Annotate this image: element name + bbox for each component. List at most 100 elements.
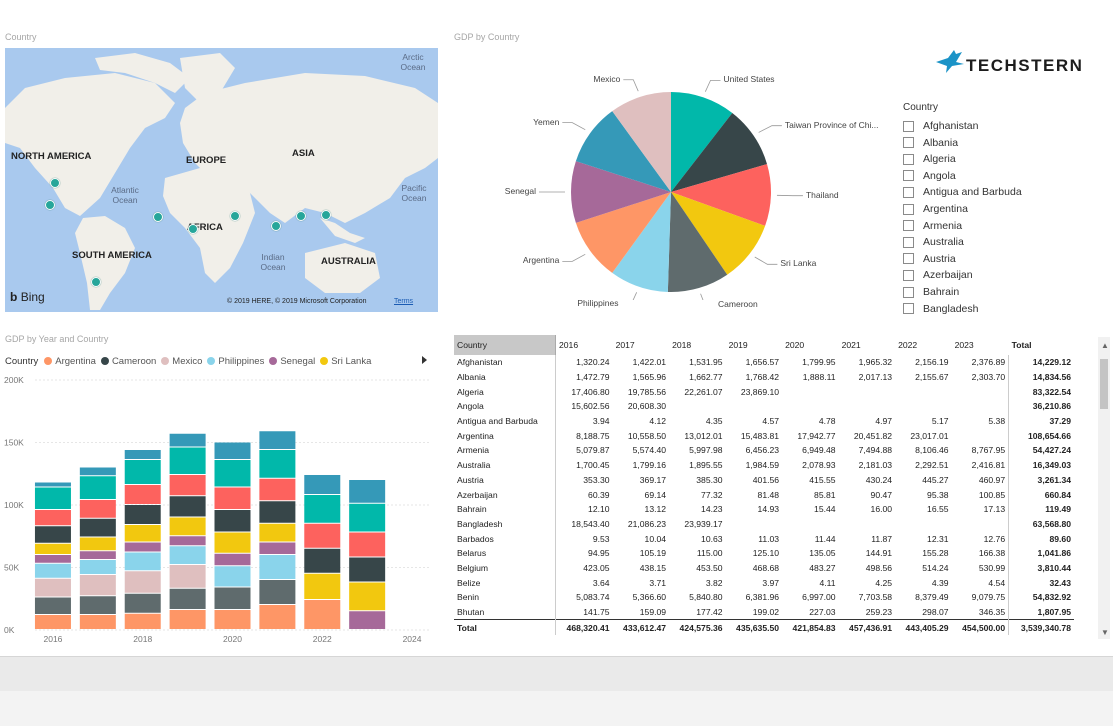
bar-segment[interactable] bbox=[304, 548, 341, 573]
scroll-down-icon[interactable]: ▼ bbox=[1101, 628, 1109, 637]
map-point[interactable] bbox=[45, 200, 55, 210]
bar-segment[interactable] bbox=[34, 482, 71, 487]
legend-item[interactable]: Sri Lanka bbox=[320, 356, 371, 367]
slicer-item[interactable]: Austria bbox=[903, 252, 956, 266]
pie-slice[interactable] bbox=[671, 112, 768, 192]
bar-segment[interactable] bbox=[214, 587, 251, 610]
pie-slice[interactable] bbox=[671, 192, 766, 275]
column-header[interactable]: Total bbox=[1011, 340, 1032, 350]
map-point[interactable] bbox=[230, 211, 240, 221]
bar-segment[interactable] bbox=[304, 475, 341, 494]
column-header[interactable]: 2021 bbox=[841, 340, 861, 350]
bar-segment[interactable] bbox=[259, 450, 296, 478]
pie-slice[interactable] bbox=[575, 192, 671, 273]
slicer-item[interactable]: Azerbaijan bbox=[903, 268, 973, 282]
bar-segment[interactable] bbox=[124, 525, 161, 542]
bar-segment[interactable] bbox=[349, 532, 386, 557]
table-row[interactable]: Albania 1,472.79 1,565.96 1,662.77 1,768.42 1… bbox=[454, 369, 1074, 385]
map-point[interactable] bbox=[91, 277, 101, 287]
bar-segment[interactable] bbox=[214, 566, 251, 587]
checkbox[interactable] bbox=[903, 170, 914, 182]
checkbox[interactable] bbox=[903, 186, 914, 198]
bar-segment[interactable] bbox=[214, 553, 251, 566]
bar-segment[interactable] bbox=[259, 555, 296, 579]
bar-segment[interactable] bbox=[79, 476, 116, 499]
bar-segment[interactable] bbox=[169, 588, 206, 609]
map-point[interactable] bbox=[321, 210, 331, 220]
legend-item[interactable]: Mexico bbox=[161, 356, 202, 367]
bar-segment[interactable] bbox=[79, 537, 116, 551]
map-point[interactable] bbox=[188, 224, 198, 234]
map-terms-link[interactable]: Terms bbox=[394, 298, 414, 305]
legend-item[interactable]: Senegal bbox=[269, 356, 315, 367]
checkbox[interactable] bbox=[903, 236, 914, 248]
bar-segment[interactable] bbox=[34, 578, 71, 597]
bar-segment[interactable] bbox=[124, 505, 161, 524]
checkbox[interactable] bbox=[903, 220, 914, 232]
pie-slice[interactable] bbox=[667, 192, 728, 292]
bar-segment[interactable] bbox=[169, 517, 206, 536]
table-row[interactable]: Belize 3.64 3.71 3.82 3.97 4.11 4.25 4.39 4.54 32… bbox=[454, 575, 1074, 590]
bar-segment[interactable] bbox=[34, 526, 71, 543]
table-row[interactable]: Bhutan 141.75 159.09 177.42 199.02 227.03 259.… bbox=[454, 604, 1074, 620]
table-row[interactable]: Australia 1,700.45 1,799.16 1,895.55 1,984.5… bbox=[454, 457, 1074, 473]
column-header[interactable]: 2022 bbox=[898, 340, 918, 350]
pie-chart[interactable] bbox=[454, 40, 894, 300]
legend-item[interactable]: Cameroon bbox=[100, 356, 156, 367]
bar-segment[interactable] bbox=[259, 431, 296, 449]
bar-segment[interactable] bbox=[169, 546, 206, 564]
bar-segment[interactable] bbox=[214, 442, 251, 460]
bar-segment[interactable] bbox=[34, 510, 71, 526]
map-point[interactable] bbox=[153, 212, 163, 222]
column-header[interactable]: 2023 bbox=[954, 340, 974, 350]
pie-slice[interactable] bbox=[571, 161, 671, 223]
bar-segment[interactable] bbox=[304, 573, 341, 599]
bar-segment[interactable] bbox=[79, 575, 116, 596]
bar-segment[interactable] bbox=[34, 487, 71, 510]
bar-segment[interactable] bbox=[34, 555, 71, 563]
bar-segment[interactable] bbox=[259, 605, 296, 629]
slicer-item[interactable]: Albania bbox=[903, 136, 958, 150]
bar-segment[interactable] bbox=[304, 523, 341, 548]
pie-slice[interactable] bbox=[612, 92, 671, 192]
checkbox[interactable] bbox=[903, 153, 914, 165]
country-map[interactable]: NORTH AMERICA EUROPE ASIA AFRICA SOUTH A… bbox=[5, 48, 438, 312]
bar-segment[interactable] bbox=[349, 480, 386, 503]
table-row[interactable]: Afghanistan 1,320.24 1,422.01 1,531.95 1,656… bbox=[454, 355, 1074, 370]
checkbox[interactable] bbox=[903, 120, 914, 132]
table-row[interactable]: Angola 15,602.56 20,608.30 36,210.86 bbox=[454, 399, 1074, 414]
table-row[interactable]: Argentina 8,188.75 10,558.50 13,012.01 15,48… bbox=[454, 428, 1074, 444]
column-header-country[interactable]: Country bbox=[454, 335, 556, 355]
table-total-row[interactable]: Total 468,320.41 433,612.47 424,575.36 435,6… bbox=[454, 619, 1074, 636]
bar-segment[interactable] bbox=[79, 615, 116, 629]
map-point[interactable] bbox=[296, 211, 306, 221]
bar-segment[interactable] bbox=[124, 485, 161, 504]
stacked-bar-chart[interactable]: 0K 50K 100K 150K 200K 2016 2018 2020 2022 2024 bbox=[0, 372, 440, 652]
bar-segment[interactable] bbox=[214, 487, 251, 510]
bar-segment[interactable] bbox=[214, 532, 251, 553]
table-row[interactable]: Bangladesh 18,543.40 21,086.23 23,939.17 63,… bbox=[454, 516, 1074, 532]
bar-segment[interactable] bbox=[259, 478, 296, 501]
map-point[interactable] bbox=[271, 221, 281, 231]
slicer-item[interactable]: Australia bbox=[903, 235, 964, 249]
bar-segment[interactable] bbox=[349, 557, 386, 582]
bar-segment[interactable] bbox=[169, 433, 206, 447]
bar-segment[interactable] bbox=[124, 571, 161, 593]
bar-segment[interactable] bbox=[79, 467, 116, 476]
table-row[interactable]: Bahrain 12.10 13.12 14.23 14.93 15.44 16.00 16.… bbox=[454, 501, 1074, 517]
bar-segment[interactable] bbox=[79, 500, 116, 518]
bar-segment[interactable] bbox=[304, 600, 341, 629]
bar-segment[interactable] bbox=[169, 447, 206, 475]
bar-segment[interactable] bbox=[214, 510, 251, 532]
legend-item[interactable]: Philippines bbox=[207, 356, 264, 367]
bar-segment[interactable] bbox=[169, 475, 206, 496]
table-row[interactable]: Barbados 9.53 10.04 10.63 11.03 11.44 11.87 12.… bbox=[454, 531, 1074, 546]
checkbox[interactable] bbox=[903, 203, 914, 215]
bar-segment[interactable] bbox=[349, 582, 386, 611]
slicer-item[interactable]: Afghanistan bbox=[903, 119, 978, 133]
table-row[interactable]: Algeria 17,406.80 19,785.56 22,261.07 23,869… bbox=[454, 384, 1074, 400]
table-row[interactable]: Antigua and Barbuda 3.94 4.12 4.35 4.57 4.78 4… bbox=[454, 413, 1074, 429]
bar-segment[interactable] bbox=[34, 563, 71, 578]
bar-segment[interactable] bbox=[259, 542, 296, 555]
map-point[interactable] bbox=[50, 178, 60, 188]
